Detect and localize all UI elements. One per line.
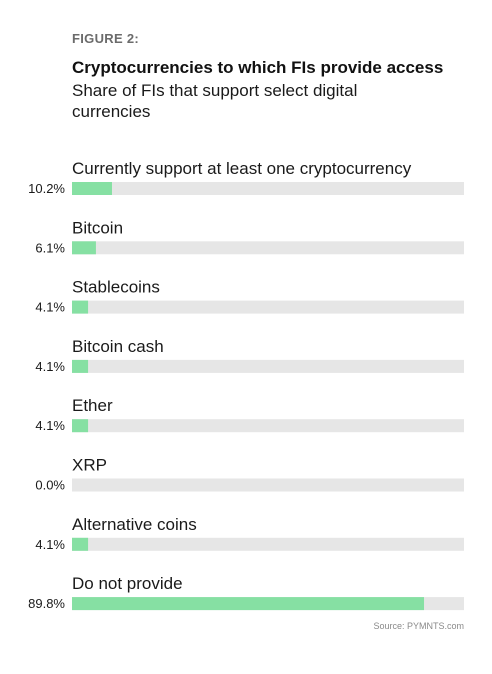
- category-label: Alternative coins: [72, 515, 197, 534]
- bar: [72, 241, 96, 255]
- bar-track: [72, 300, 464, 314]
- category-label: Currently support at least one cryptocur…: [72, 159, 412, 178]
- value-label: 10.2%: [28, 181, 65, 196]
- value-label: 89.8%: [28, 596, 65, 611]
- value-label: 4.1%: [35, 300, 65, 315]
- bar: [72, 419, 89, 433]
- bar-track: [72, 182, 464, 195]
- chart-subtitle: Share of FIs that support select digital…: [72, 81, 358, 121]
- category-label: XRP: [72, 456, 107, 475]
- bar-track: [72, 241, 464, 255]
- category-label: Ether: [72, 396, 113, 415]
- figure-label: FIGURE 2:: [72, 31, 139, 46]
- bar-track: [72, 537, 464, 551]
- bar-track: [72, 419, 464, 433]
- category-label: Bitcoin: [72, 218, 123, 237]
- chart-title: Cryptocurrencies to which FIs provide ac…: [72, 58, 444, 77]
- category-label: Stablecoins: [72, 278, 160, 297]
- category-label: Do not provide: [72, 574, 183, 593]
- value-label: 0.0%: [35, 478, 65, 493]
- bar: [72, 182, 112, 195]
- bar: [72, 359, 89, 373]
- value-label: 6.1%: [35, 240, 65, 255]
- category-label: Bitcoin cash: [72, 337, 164, 356]
- bar: [72, 537, 89, 551]
- bar: [72, 300, 89, 314]
- bar-track: [72, 478, 464, 492]
- bar: [72, 597, 425, 611]
- source-note: Source: PYMNTS.com: [373, 621, 464, 631]
- bar-track: [72, 359, 464, 373]
- value-label: 4.1%: [35, 359, 65, 374]
- value-label: 4.1%: [35, 537, 65, 552]
- value-label: 4.1%: [35, 418, 65, 433]
